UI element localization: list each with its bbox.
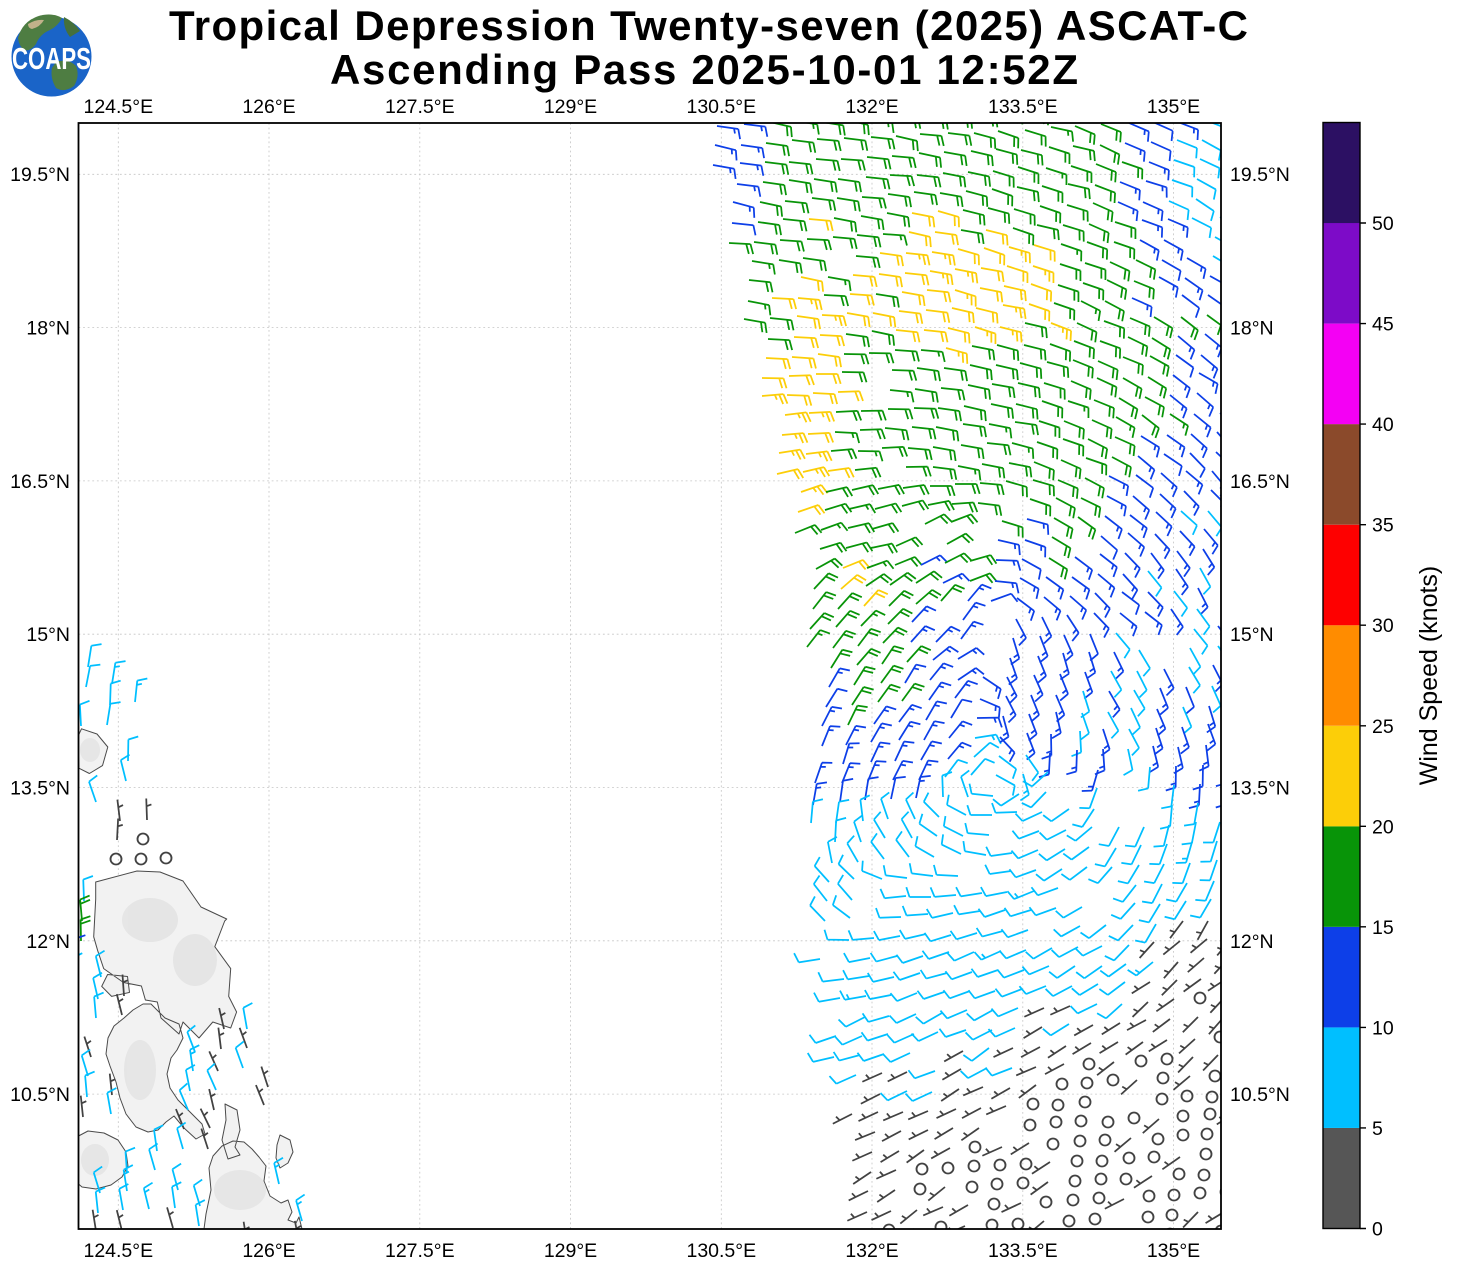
svg-text:132°E: 132°E xyxy=(845,96,898,118)
svg-text:5: 5 xyxy=(1372,1118,1383,1140)
svg-text:12°N: 12°N xyxy=(1230,931,1274,953)
svg-text:COAPS: COAPS xyxy=(12,41,91,76)
svg-text:50: 50 xyxy=(1372,213,1394,235)
svg-text:20: 20 xyxy=(1372,816,1394,838)
svg-text:10.5°N: 10.5°N xyxy=(1230,1084,1290,1106)
svg-text:18°N: 18°N xyxy=(26,318,70,340)
svg-text:35: 35 xyxy=(1372,515,1394,537)
svg-text:Wind Speed (knots): Wind Speed (knots) xyxy=(1415,566,1443,786)
svg-text:129°E: 129°E xyxy=(544,1240,597,1262)
svg-text:19.5°N: 19.5°N xyxy=(10,164,70,186)
svg-text:132°E: 132°E xyxy=(845,1240,898,1262)
svg-text:30: 30 xyxy=(1372,615,1394,637)
svg-text:15°N: 15°N xyxy=(1230,624,1274,646)
svg-text:0: 0 xyxy=(1372,1219,1383,1241)
svg-text:13.5°N: 13.5°N xyxy=(10,778,70,800)
svg-text:130.5°E: 130.5°E xyxy=(686,1240,756,1262)
svg-text:124.5°E: 124.5°E xyxy=(83,96,153,118)
svg-text:127.5°E: 127.5°E xyxy=(385,96,455,118)
svg-text:12°N: 12°N xyxy=(26,931,70,953)
svg-text:Ascending Pass 2025-10-01 12:5: Ascending Pass 2025-10-01 12:52Z xyxy=(330,46,1078,93)
svg-text:129°E: 129°E xyxy=(544,96,597,118)
svg-text:130.5°E: 130.5°E xyxy=(686,96,756,118)
svg-text:Tropical Depression Twenty-sev: Tropical Depression Twenty-seven (2025) … xyxy=(169,2,1248,49)
svg-text:133.5°E: 133.5°E xyxy=(988,1240,1058,1262)
svg-text:126°E: 126°E xyxy=(242,1240,295,1262)
svg-text:13.5°N: 13.5°N xyxy=(1230,778,1290,800)
svg-text:135°E: 135°E xyxy=(1147,96,1200,118)
svg-text:10: 10 xyxy=(1372,1017,1394,1039)
svg-text:19.5°N: 19.5°N xyxy=(1230,164,1290,186)
svg-text:15°N: 15°N xyxy=(26,624,70,646)
svg-text:16.5°N: 16.5°N xyxy=(1230,471,1290,493)
svg-text:16.5°N: 16.5°N xyxy=(10,471,70,493)
svg-text:15: 15 xyxy=(1372,917,1394,939)
svg-text:124.5°E: 124.5°E xyxy=(83,1240,153,1262)
svg-text:40: 40 xyxy=(1372,414,1394,436)
svg-text:135°E: 135°E xyxy=(1147,1240,1200,1262)
svg-text:25: 25 xyxy=(1372,716,1394,738)
svg-text:126°E: 126°E xyxy=(242,96,295,118)
svg-text:45: 45 xyxy=(1372,314,1394,336)
svg-text:18°N: 18°N xyxy=(1230,318,1274,340)
svg-text:133.5°E: 133.5°E xyxy=(988,96,1058,118)
svg-text:127.5°E: 127.5°E xyxy=(385,1240,455,1262)
svg-text:10.5°N: 10.5°N xyxy=(10,1084,70,1106)
